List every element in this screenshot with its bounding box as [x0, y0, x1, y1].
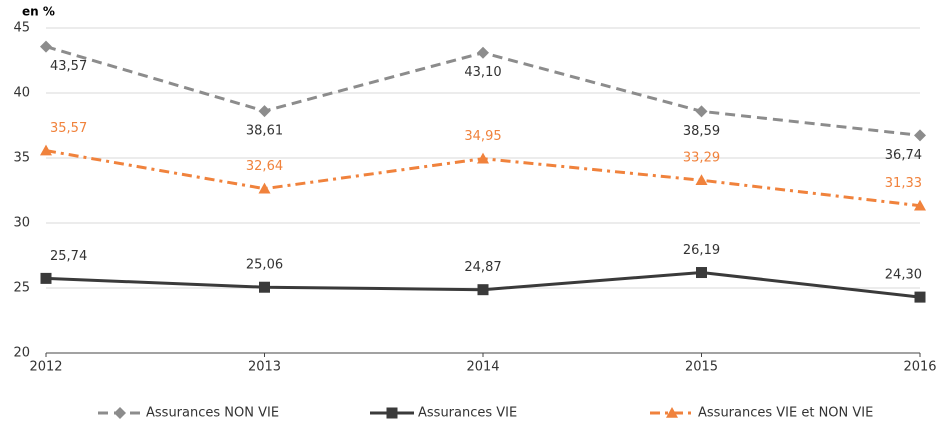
legend-marker: [386, 407, 398, 419]
point: [477, 284, 489, 296]
data-label: 36,74: [885, 148, 922, 163]
data-label: 33,29: [683, 151, 720, 166]
point: [259, 281, 270, 293]
y-tick-label: 25: [13, 281, 30, 296]
y-axis-label: en %: [22, 5, 55, 19]
y-tick-label: 40: [13, 86, 30, 101]
data-label: 24,30: [885, 268, 922, 283]
legend-label: Assurances NON VIE: [146, 406, 279, 421]
point: [914, 199, 926, 211]
point: [696, 267, 707, 279]
legend-label: Assurances VIE et NON VIE: [698, 406, 873, 421]
point: [40, 272, 52, 284]
data-label: 38,59: [683, 124, 720, 139]
y-tick-label: 35: [13, 151, 30, 166]
data-label: 25,74: [50, 249, 87, 264]
data-label: 34,95: [464, 129, 501, 144]
y-tick-label: 45: [13, 21, 30, 36]
point: [40, 144, 52, 156]
point: [914, 129, 926, 142]
y-tick-label: 30: [13, 216, 30, 231]
point: [695, 105, 708, 118]
data-label: 32,64: [246, 159, 283, 174]
data-label: 31,33: [885, 176, 922, 191]
point: [258, 182, 271, 194]
data-label: 24,87: [464, 260, 501, 275]
legend-marker: [666, 407, 678, 418]
point: [695, 174, 708, 186]
legend-marker: [114, 407, 126, 419]
data-label: 25,06: [246, 258, 283, 273]
y-tick-label: 20: [13, 346, 30, 361]
data-label: 43,10: [464, 65, 501, 80]
point: [477, 46, 489, 59]
data-label: 35,57: [50, 121, 87, 136]
data-label: 38,61: [246, 124, 283, 139]
x-tick-label: 2015: [685, 360, 718, 375]
x-tick-label: 2016: [903, 360, 936, 375]
data-label: 26,19: [683, 243, 720, 258]
data-label: 43,57: [50, 59, 87, 74]
x-tick-label: 2013: [248, 360, 281, 375]
point: [258, 105, 271, 118]
point: [914, 291, 926, 303]
x-tick-label: 2014: [466, 360, 499, 375]
point: [40, 40, 52, 53]
x-tick-label: 2012: [29, 360, 62, 375]
point: [477, 152, 489, 164]
series-line: [45, 45, 921, 137]
legend-label: Assurances VIE: [418, 406, 517, 421]
